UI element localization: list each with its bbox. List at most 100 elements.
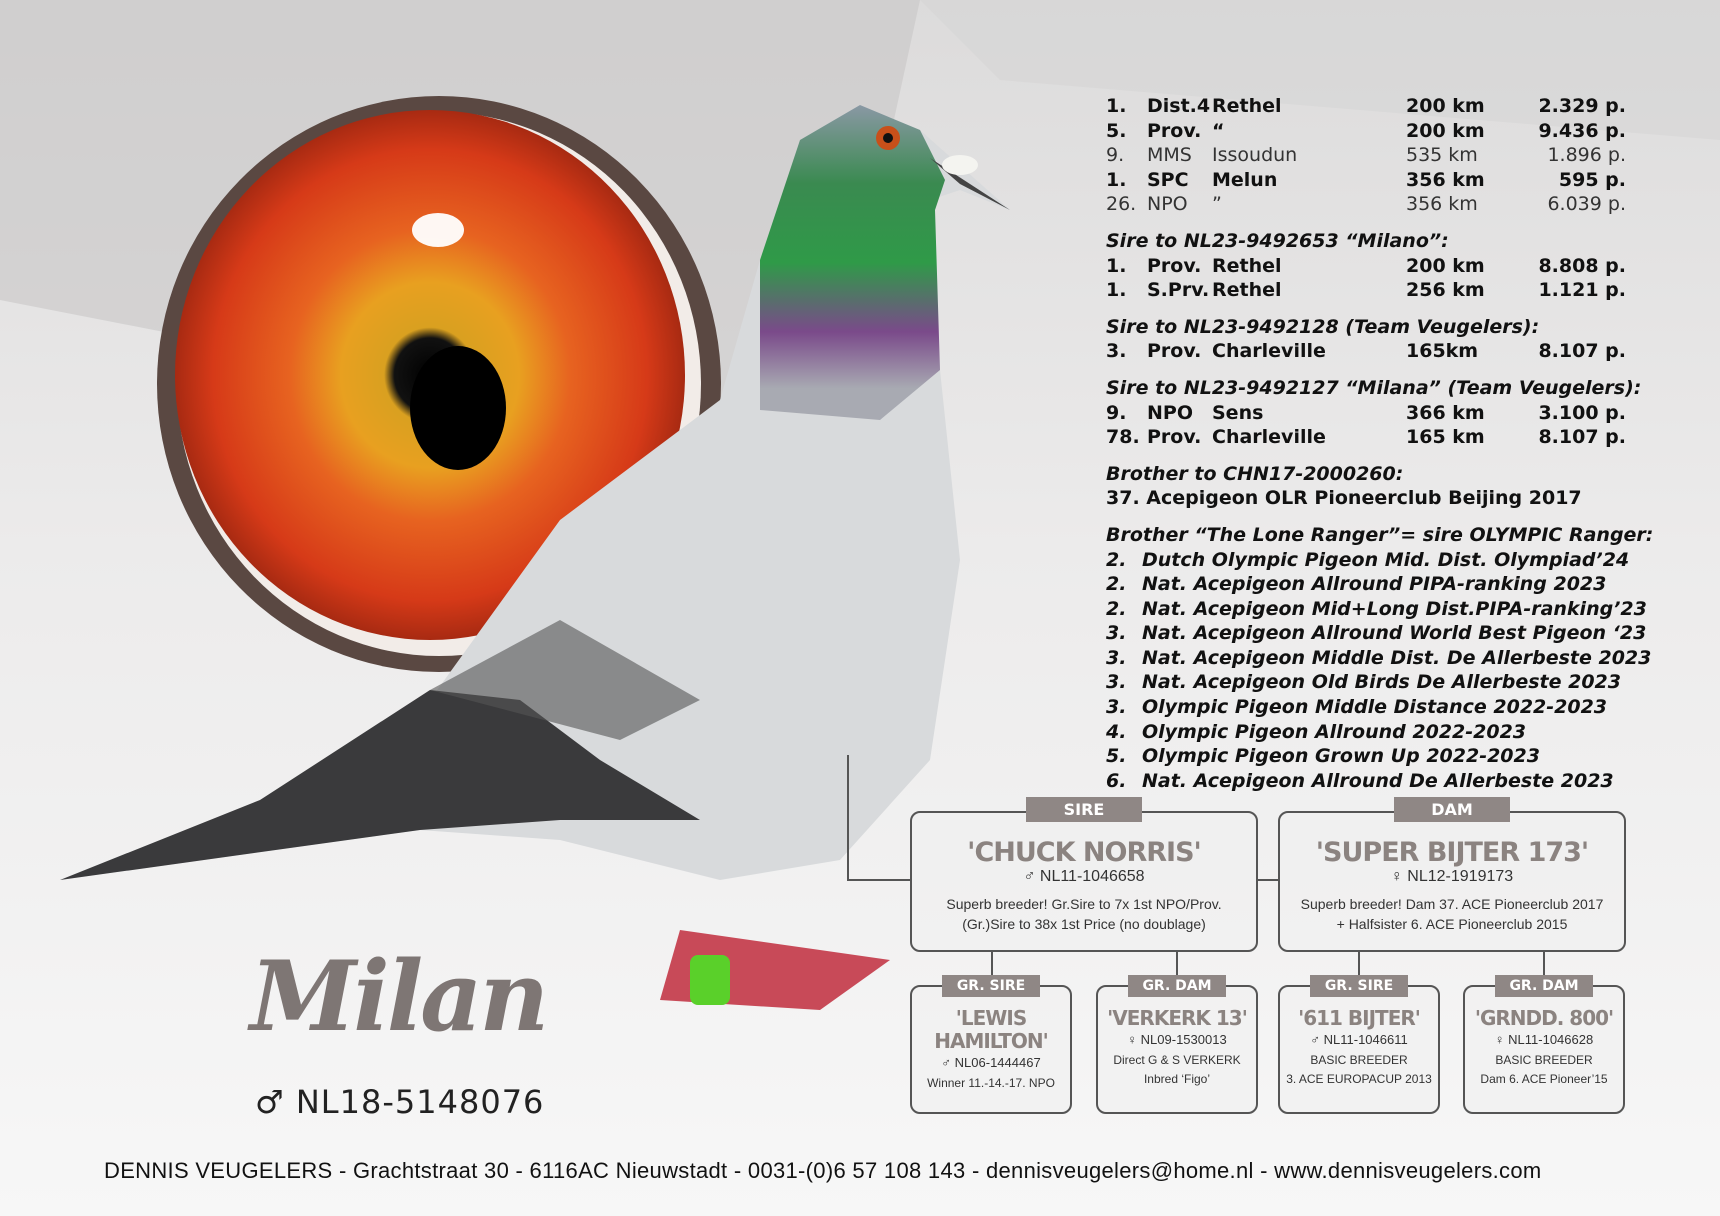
result-location: “	[1212, 119, 1225, 142]
grandparent-tag: GR. DAM	[1495, 975, 1593, 997]
result-location: Rethel	[1212, 254, 1282, 277]
grandparent-desc: Inbred ‘Figo’	[1143, 1072, 1211, 1086]
connector-line	[991, 951, 993, 985]
result-points: 595 p.	[1558, 168, 1626, 191]
grandparent-box: GR. DAM 'VERKERK 13' ♀ NL09-1530013 Dire…	[1096, 975, 1258, 1114]
result-points: 8.107 p.	[1538, 426, 1626, 449]
grandparent-ring: ♀ NL09-1530013	[1127, 1032, 1227, 1047]
dam-desc: Superb breeder! Dam 37. ACE Pioneerclub …	[1300, 896, 1604, 912]
sire-name: 'CHUCK NORRIS'	[967, 837, 1202, 868]
result-place: 3.	[1106, 340, 1127, 363]
achievement-text: Nat. Acepigeon Allround De Allerbeste 20…	[1142, 769, 1614, 792]
dam-ring: ♀ NL12-1919173	[1390, 868, 1514, 885]
result-distance: 165km	[1406, 340, 1479, 363]
result-type: S.Prv.	[1147, 279, 1210, 302]
result-type: Prov.	[1147, 119, 1202, 142]
achievement-place: 6.	[1106, 769, 1127, 792]
grandparent-name: 'VERKERK 13'	[1107, 1006, 1248, 1030]
achievement-place: 4.	[1106, 720, 1127, 743]
grandparent-ring: ♀ NL11-1046628	[1494, 1032, 1594, 1047]
result-location: Charleville	[1212, 426, 1326, 449]
result-location: Sens	[1212, 401, 1264, 424]
connector-line	[847, 755, 849, 881]
achievement-item: 2. Dutch Olympic Pigeon Mid. Dist. Olympi…	[1106, 548, 1630, 573]
achievement-place: 5.	[1106, 745, 1127, 768]
dam-tag: DAM	[1394, 797, 1510, 822]
result-location: Melun	[1212, 168, 1278, 191]
achievement-place: 3.	[1106, 671, 1127, 694]
achievement-item: 3. Olympic Pigeon Middle Distance 2022-20…	[1106, 695, 1626, 720]
achievement-item: 3. Nat. Acepigeon Middle Dist. De Allerbe…	[1106, 646, 1651, 671]
result-type: MMS	[1147, 144, 1192, 167]
result-points: 1.121 p.	[1538, 279, 1626, 302]
grandparent-desc: Direct G & S VERKERK	[1113, 1053, 1241, 1067]
result-distance: 165 km	[1406, 426, 1485, 449]
result-points: 1.896 p.	[1547, 144, 1626, 167]
achievement-item: 5. Olympic Pigeon Grown Up 2022-2023	[1106, 744, 1626, 769]
result-type: SPC	[1147, 168, 1189, 191]
achievement-text: Nat. Acepigeon Old Birds De Allerbeste 2…	[1142, 671, 1621, 694]
result-type: Prov.	[1147, 254, 1202, 277]
sire-ring: ♂ NL11-1046658	[1023, 868, 1145, 885]
result-distance: 356 km	[1406, 168, 1485, 191]
achievement-place: 2.	[1106, 573, 1127, 596]
grandparent-desc: Dam 6. ACE Pioneer’15	[1480, 1072, 1608, 1086]
result-distance: 366 km	[1406, 401, 1485, 424]
pigeon-image	[60, 105, 1010, 1010]
result-location: Issoudun	[1212, 144, 1298, 167]
result-row: 1. SPC Melun 356 km 595 p.	[1106, 168, 1626, 193]
achievement-place: 3.	[1106, 646, 1127, 669]
achievement-place: 2.	[1106, 548, 1127, 571]
result-type: Dist.4	[1147, 95, 1211, 117]
achievement-item: 6. Nat. Acepigeon Allround De Allerbeste …	[1106, 769, 1626, 794]
result-points: 8.107 p.	[1538, 340, 1626, 363]
achievement-item: 2. Nat. Acepigeon Mid+Long Dist.PIPA-rank…	[1106, 597, 1647, 622]
achievement-text: Olympic Pigeon Allround 2022-2023	[1142, 720, 1527, 743]
brother1-heading: Brother to CHN17-2000260:	[1106, 462, 1404, 485]
achievement-text: Olympic Pigeon Middle Distance 2022-2023	[1142, 696, 1608, 719]
dam-name: 'SUPER BIJTER 173'	[1315, 837, 1589, 868]
brother1-line: 37. Acepigeon OLR Pioneerclub Beijing 20…	[1106, 487, 1582, 510]
achievement-text: Dutch Olympic Pigeon Mid. Dist. Olympiad…	[1142, 548, 1630, 571]
grandparent-tag: GR. DAM	[1128, 975, 1226, 997]
sire-desc: (Gr.)Sire to 38x 1st Price (no doublage)	[962, 916, 1206, 932]
achievement-text: Olympic Pigeon Grown Up 2022-2023	[1142, 745, 1540, 768]
dam-box: DAM 'SUPER BIJTER 173' ♀ NL12-1919173 Su…	[1278, 797, 1626, 952]
grandparent-desc: BASIC BREEDER	[1495, 1053, 1593, 1067]
result-row: 78. Prov. Charleville 165 km 8.107 p.	[1106, 425, 1626, 450]
result-location: ”	[1212, 193, 1222, 216]
brother2-heading: Brother “The Lone Ranger”= sire OLYMPIC …	[1106, 523, 1654, 546]
achievement-item: 4. Olympic Pigeon Allround 2022-2023	[1106, 720, 1626, 745]
dam-desc: + Halfsister 6. ACE Pioneerclub 2015	[1336, 916, 1568, 932]
grandparent-box: GR. SIRE '611 BIJTER' ♂ NL11-1046611 BAS…	[1278, 975, 1440, 1114]
result-distance: 200 km	[1406, 254, 1485, 277]
connector-line	[1358, 951, 1360, 985]
result-row: 9. MMS Issoudun 535 km 1.896 p.	[1106, 143, 1626, 168]
achievement-place: 3.	[1106, 696, 1127, 719]
sire-desc: Superb breeder! Gr.Sire to 7x 1st NPO/Pr…	[946, 896, 1222, 912]
result-place: 1.	[1106, 254, 1127, 277]
offspring-heading: Sire to NL23-9492128 (Team Veugelers):	[1106, 315, 1540, 338]
result-type: Prov.	[1147, 340, 1202, 363]
result-type: Prov.	[1147, 426, 1202, 449]
result-row: 9. NPO Sens 366 km 3.100 p.	[1106, 401, 1626, 426]
result-distance: 256 km	[1406, 279, 1485, 302]
result-distance: 535 km	[1406, 144, 1478, 167]
grandparent-box: GR. DAM 'GRNDD. 800' ♀ NL11-1046628 BASI…	[1463, 975, 1625, 1114]
result-row: 3. Prov. Charleville 165km 8.107 p.	[1106, 339, 1626, 364]
result-place: 1.	[1106, 95, 1127, 117]
result-distance: 200 km	[1406, 95, 1485, 117]
achievement-item: 2. Nat. Acepigeon Allround PIPA-ranking 2…	[1106, 572, 1626, 597]
results-panel: 1. Dist.4 Rethel 200 km 2.329 p. 5. Prov…	[1106, 94, 1654, 794]
grandparent-name: '611 BIJTER'	[1298, 1006, 1421, 1030]
achievement-text: Nat. Acepigeon Mid+Long Dist.PIPA-rankin…	[1142, 597, 1647, 620]
result-place: 9.	[1106, 144, 1125, 167]
result-location: Rethel	[1212, 279, 1282, 302]
result-row: 5. Prov. “ 200 km 9.436 p.	[1106, 119, 1626, 144]
result-points: 9.436 p.	[1538, 119, 1626, 142]
achievement-place: 2.	[1106, 597, 1127, 620]
result-points: 8.808 p.	[1538, 254, 1626, 277]
result-location: Charleville	[1212, 340, 1326, 363]
achievement-item: 3. Nat. Acepigeon Old Birds De Allerbeste…	[1106, 670, 1626, 695]
